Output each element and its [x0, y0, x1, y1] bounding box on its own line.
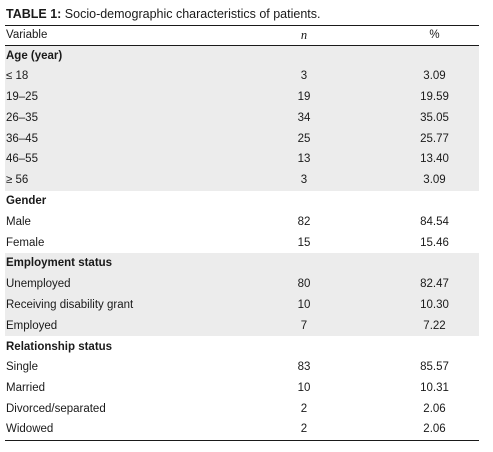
section-title: Gender	[6, 194, 47, 207]
row-percent-cell: 19.59	[420, 90, 449, 103]
section-empty-cell	[370, 336, 479, 357]
row-label-cell: Divorced/separated	[6, 402, 106, 415]
section-empty-cell	[238, 45, 370, 66]
row-label-cell: 19–25	[6, 90, 38, 103]
section-title: Age (year)	[6, 49, 63, 62]
section-header-row: Age (year)	[5, 45, 479, 66]
row-percent-cell: 10.31	[420, 382, 449, 395]
table-row: 46–55 13 13.40	[5, 148, 479, 170]
table-top-rule	[5, 25, 479, 26]
table-row: ≤ 18 3 3.09	[5, 65, 479, 87]
row-percent-cell: 25.77	[420, 132, 449, 145]
row-percent-cell: 2.06	[423, 402, 446, 415]
table-caption-label: TABLE 1:	[6, 7, 62, 21]
row-n-cell: 2	[300, 402, 308, 415]
demographics-table: Variable n % Age (year) ≤ 18 3 3.09 19–25 19 1…	[5, 26, 479, 441]
row-n-cell: 80	[297, 278, 311, 291]
row-percent-cell: 35.05	[420, 111, 449, 124]
row-n-cell: 83	[297, 361, 311, 374]
row-percent-cell: 15.46	[420, 236, 449, 249]
table-row: Divorced/separated 2 2.06	[5, 399, 479, 420]
column-header-n: n	[300, 27, 308, 42]
table-row: Single 83 85.57	[5, 357, 479, 378]
section-title: Employment status	[6, 257, 113, 270]
row-label-cell: Married	[6, 382, 45, 395]
row-label-cell: ≤ 18	[6, 70, 29, 83]
table-header-row: Variable n %	[5, 26, 479, 45]
row-percent-cell: 10.30	[420, 298, 449, 311]
row-percent-cell: 7.22	[423, 319, 446, 332]
table-row: Male 82 84.54	[5, 211, 479, 232]
row-percent-cell: 84.54	[420, 215, 449, 228]
section-empty-cell	[370, 253, 479, 274]
row-n-cell: 2	[300, 423, 308, 436]
row-n-cell: 15	[297, 236, 311, 249]
row-label-cell: Male	[6, 215, 31, 228]
column-header-percent: %	[429, 29, 440, 42]
row-n-cell: 7	[300, 319, 308, 332]
row-label-cell: 46–55	[6, 153, 38, 166]
table-caption-text: Socio-demographic characteristics of pat…	[61, 7, 321, 21]
section-empty-cell	[238, 191, 370, 212]
section-header-row: Relationship status	[5, 336, 479, 357]
section-empty-cell	[238, 336, 370, 357]
section-header-row: Employment status	[5, 252, 479, 274]
row-n-cell: 13	[297, 153, 311, 166]
row-n-cell: 10	[297, 382, 311, 395]
row-label-cell: Receiving disability grant	[6, 298, 134, 311]
table-body: Variable n % Age (year) ≤ 18 3 3.09 19–25 19 1…	[5, 26, 479, 441]
table-row: Female 15 15.46	[5, 232, 479, 253]
row-percent-cell: 13.40	[420, 153, 449, 166]
table-caption: TABLE 1: Socio-demographic characteristi…	[5, 6, 479, 22]
row-label-cell: Employed	[6, 319, 58, 332]
row-percent-cell: 3.09	[423, 174, 446, 187]
table-row: Unemployed 80 82.47	[5, 273, 479, 295]
row-n-cell: 3	[300, 70, 308, 83]
table-row: Married 10 10.31	[5, 378, 479, 399]
table-row: 26–35 34 35.05	[5, 107, 479, 129]
table-row: Employed 7 7.22	[5, 315, 479, 337]
section-empty-cell	[370, 45, 479, 66]
row-percent-cell: 85.57	[420, 361, 449, 374]
section-empty-cell	[238, 253, 370, 274]
row-percent-cell: 2.06	[423, 423, 446, 436]
table-row: Receiving disability grant 10 10.30	[5, 294, 479, 316]
table-row: 36–45 25 25.77	[5, 128, 479, 149]
table-row: Widowed 2 2.06	[5, 419, 479, 441]
row-label-cell: Single	[6, 361, 38, 374]
row-n-cell: 3	[300, 174, 308, 187]
row-label-cell: Female	[6, 236, 45, 249]
row-percent-cell: 3.09	[423, 70, 446, 83]
row-label-cell: 36–45	[6, 132, 38, 145]
row-label-cell: 26–35	[6, 111, 38, 124]
row-n-cell: 82	[297, 215, 311, 228]
table-container: TABLE 1: Socio-demographic characteristi…	[5, 0, 479, 441]
table-row: 19–25 19 19.59	[5, 86, 479, 108]
row-label-cell: Widowed	[6, 423, 54, 436]
table-row: ≥ 56 3 3.09	[5, 169, 479, 191]
row-n-cell: 10	[297, 298, 311, 311]
row-n-cell: 25	[297, 132, 311, 145]
row-percent-cell: 82.47	[420, 278, 449, 291]
row-n-cell: 34	[297, 111, 311, 124]
section-empty-cell	[370, 191, 479, 212]
row-label-cell: Unemployed	[6, 278, 71, 291]
column-header-variable: Variable	[6, 29, 48, 42]
section-title: Relationship status	[6, 340, 113, 353]
row-n-cell: 19	[297, 90, 311, 103]
row-label-cell: ≥ 56	[6, 174, 29, 187]
section-header-row: Gender	[5, 191, 479, 212]
